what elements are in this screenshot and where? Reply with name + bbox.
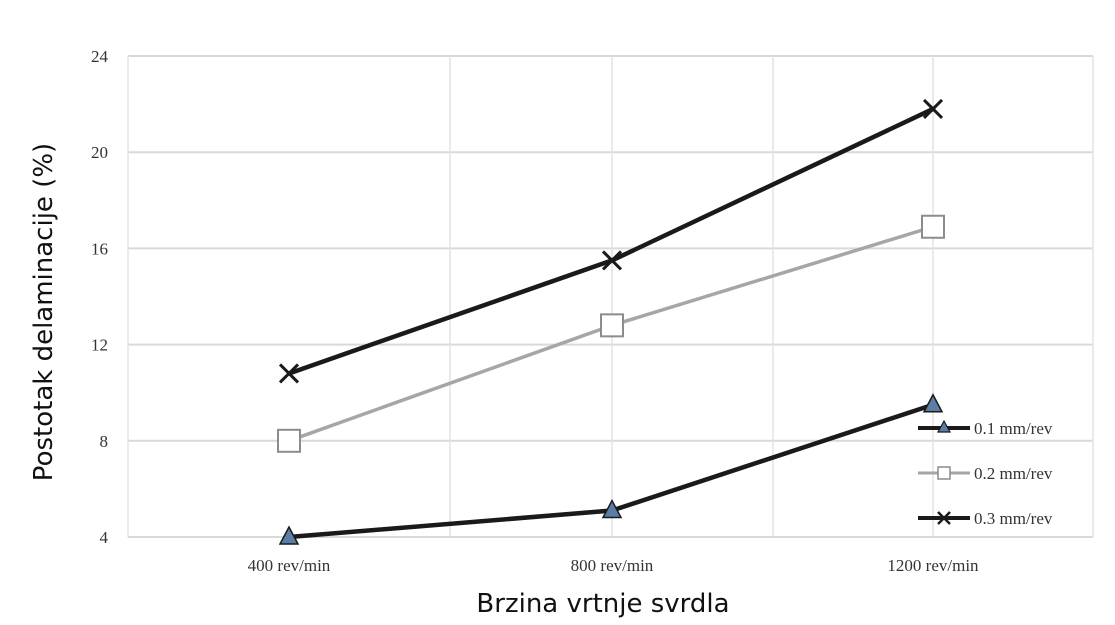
legend-entry: 0.2 mm/rev xyxy=(918,464,1053,483)
legend-square-icon xyxy=(937,466,951,480)
y-tick-label: 12 xyxy=(91,336,108,355)
legend-x-icon xyxy=(937,511,951,525)
data-point-series-2 xyxy=(921,214,945,239)
legend-label: 0.2 mm/rev xyxy=(974,464,1053,483)
legend-label: 0.1 mm/rev xyxy=(974,419,1053,438)
legend-triangle-icon xyxy=(936,419,952,433)
data-point-series-2 xyxy=(600,313,624,338)
data-point-series-3 xyxy=(922,98,944,119)
data-point-series-1 xyxy=(922,393,944,413)
x-marker-stroke xyxy=(278,363,300,384)
y-tick-label: 8 xyxy=(100,432,109,451)
x-axis-title: Brzina vrtnje svrdla xyxy=(476,589,729,619)
x-axis-ticks: 400 rev/min 800 rev/min 1200 rev/min xyxy=(248,556,979,575)
data-point-series-3 xyxy=(278,363,300,384)
data-point-series-3 xyxy=(601,250,623,271)
chart-gridlines xyxy=(127,55,1094,538)
y-tick-label: 20 xyxy=(91,143,108,162)
x-marker-stroke xyxy=(922,98,944,119)
y-tick-label: 24 xyxy=(91,47,109,66)
data-point-series-1 xyxy=(278,525,300,545)
y-tick-label: 4 xyxy=(100,528,109,547)
legend-entry: 0.1 mm/rev xyxy=(918,419,1053,438)
series-markers xyxy=(277,98,945,545)
legend: 0.1 mm/rev 0.2 mm/rev 0.3 mm/rev xyxy=(918,419,1053,528)
x-tick-label: 1200 rev/min xyxy=(887,556,979,575)
legend-label: 0.3 mm/rev xyxy=(974,509,1053,528)
data-point-series-2 xyxy=(277,428,301,453)
data-point-series-1 xyxy=(601,498,623,519)
y-axis-title: Postotak delaminacije (%) xyxy=(29,143,59,481)
y-tick-label: 16 xyxy=(91,239,108,258)
legend-x-stroke xyxy=(937,511,951,525)
x-tick-label: 400 rev/min xyxy=(248,556,331,575)
legend-entry: 0.3 mm/rev xyxy=(918,509,1053,528)
y-axis-ticks: 4 8 12 16 20 24 xyxy=(91,47,109,547)
x-tick-label: 800 rev/min xyxy=(571,556,654,575)
x-marker-stroke xyxy=(601,250,623,271)
